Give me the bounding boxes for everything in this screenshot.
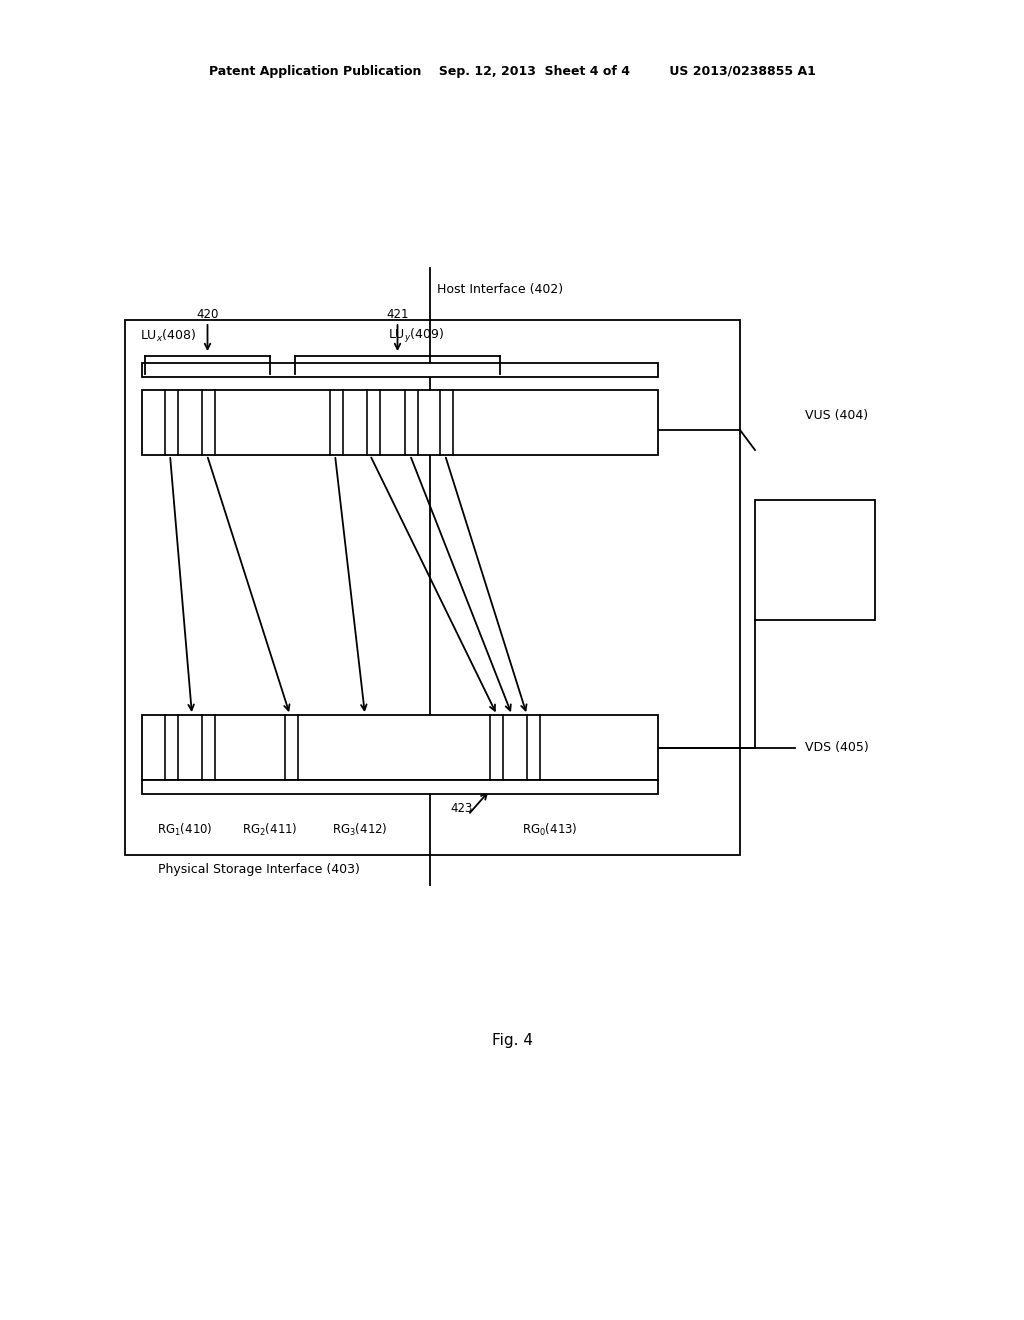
Bar [142, 363, 658, 378]
Bar [755, 500, 874, 620]
Text: Host Interface (402): Host Interface (402) [437, 284, 563, 297]
Bar [125, 319, 740, 855]
Text: RG$_3$(412): RG$_3$(412) [332, 822, 388, 838]
Text: RG$_2$(411): RG$_2$(411) [243, 822, 298, 838]
Text: Allocation
Module
(406): Allocation Module (406) [785, 539, 844, 582]
Text: LU$_x$(408): LU$_x$(408) [140, 327, 197, 345]
Text: RG$_0$(413): RG$_0$(413) [522, 822, 578, 838]
Text: LU$_y$(409): LU$_y$(409) [387, 327, 443, 345]
Text: Physical Storage Interface (403): Physical Storage Interface (403) [158, 863, 359, 876]
Text: 420: 420 [197, 308, 219, 321]
Bar [142, 389, 658, 455]
Text: VDS (405): VDS (405) [805, 742, 868, 755]
Text: 423: 423 [451, 801, 473, 814]
Text: 421: 421 [386, 308, 409, 321]
Bar [142, 715, 658, 780]
Text: Patent Application Publication    Sep. 12, 2013  Sheet 4 of 4         US 2013/02: Patent Application Publication Sep. 12, … [209, 66, 815, 78]
Text: VUS (404): VUS (404) [805, 408, 868, 421]
Bar [142, 780, 658, 795]
Text: Fig. 4: Fig. 4 [492, 1032, 532, 1048]
Text: RG$_1$(410): RG$_1$(410) [158, 822, 213, 838]
